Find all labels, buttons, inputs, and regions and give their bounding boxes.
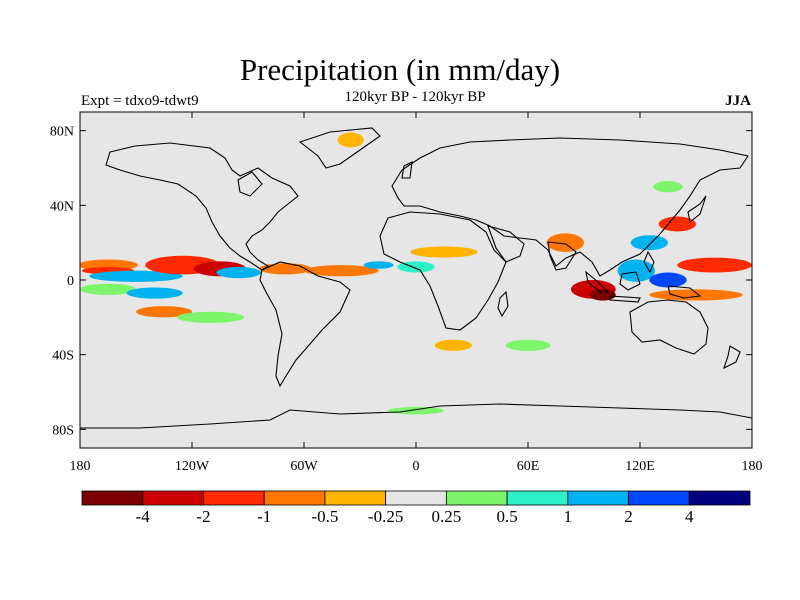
coastline-north-america: [105, 142, 299, 271]
coastline-africa: [379, 211, 507, 331]
lon-tick-label: 180: [70, 459, 91, 474]
colorbar-label: -2: [196, 507, 210, 526]
anomaly-patch: [80, 283, 136, 295]
map-title: Precipitation (in mm/day): [239, 52, 561, 87]
anomaly-patch: [589, 289, 616, 301]
lat-tick-label: 0: [67, 274, 74, 289]
coastline-philippines: [643, 250, 655, 274]
coastline-greenland: [298, 127, 381, 169]
coastline-australia: [629, 299, 709, 355]
lat-tick-label: 80N: [50, 125, 74, 140]
colorbar-swatch: [324, 490, 387, 506]
anomaly-patch: [177, 311, 245, 323]
coastline-new-zealand: [723, 345, 741, 370]
colorbar-label: 0.5: [496, 507, 517, 526]
coastline-madagascar: [497, 290, 509, 318]
coastline-britain: [401, 161, 413, 179]
lat-tick-label: 40N: [50, 199, 74, 214]
coastline-antarctica: [80, 403, 752, 429]
colorbar-swatch: [628, 490, 690, 506]
colorbar-swatch: [385, 490, 447, 506]
anomaly-patch: [126, 287, 183, 299]
anomaly-patch: [505, 339, 551, 351]
anomaly-patch: [546, 233, 584, 253]
lat-tick-label: 80S: [52, 423, 74, 438]
colorbar-label: -0.25: [368, 507, 403, 526]
anomaly-patch: [337, 132, 364, 148]
coastline-java: [609, 295, 641, 303]
colorbar-swatch: [203, 490, 265, 506]
coastline-arabia: [487, 225, 525, 263]
coastline-borneo: [619, 271, 641, 291]
anomaly-patch: [363, 261, 394, 269]
colorbar-label: 0.25: [431, 507, 461, 526]
coastline-eurasia: [391, 137, 749, 277]
anomaly-patch: [677, 257, 752, 273]
colorbar-swatch: [81, 490, 144, 506]
lon-tick-label: 120W: [175, 459, 210, 474]
colorbar-swatch: [506, 490, 569, 506]
colorbar-swatch: [567, 490, 629, 506]
experiment-label: Expt = tdxo9-tdwt9: [81, 93, 199, 109]
colorbar-swatch: [445, 490, 508, 506]
lat-tick-label: 40S: [52, 349, 74, 364]
colorbar-label: -1: [257, 507, 271, 526]
coastline-new-guinea: [667, 285, 702, 299]
coastline-india: [547, 241, 577, 271]
anomaly-patch: [216, 266, 262, 279]
anomaly-patch: [388, 406, 444, 415]
anomaly-patch: [304, 265, 379, 277]
anomaly-layer: [80, 132, 752, 415]
axis-ticks: 80N 40N 0 40S 80S 180 120W 60W 0 60E 120E 180: [50, 112, 763, 474]
anomaly-patch: [410, 246, 478, 258]
anomaly-patch: [630, 235, 668, 251]
coastlines: [80, 127, 752, 429]
colorbar-label: 4: [685, 507, 694, 526]
colorbar-label: -0.5: [311, 507, 338, 526]
lon-tick-label: 180: [742, 459, 763, 474]
colorbar: -4 -2 -1 -0.5 -0.25 0.25 0.5 1 2 4: [81, 490, 751, 526]
colorbar-swatch: [263, 490, 326, 506]
coastline-japan: [687, 195, 707, 223]
colorbar-label: 1: [564, 507, 573, 526]
season-label: JJA: [725, 93, 751, 109]
anomaly-patch: [89, 270, 183, 282]
lon-tick-label: 0: [413, 459, 420, 474]
anomaly-patch: [653, 181, 683, 193]
coastline-sumatra: [585, 270, 610, 293]
anomaly-patch: [649, 272, 687, 288]
colorbar-label: 2: [624, 507, 633, 526]
lon-tick-label: 120E: [625, 459, 655, 474]
coastline-hudson-bay: [237, 171, 263, 197]
anomaly-patch: [658, 216, 696, 232]
colorbar-label: -4: [136, 507, 151, 526]
anomaly-patch: [434, 339, 473, 351]
anomaly-patch: [136, 306, 192, 318]
lon-tick-label: 60W: [290, 459, 318, 474]
coastline-south-america: [259, 261, 351, 388]
map-subtitle: 120kyr BP - 120kyr BP: [344, 89, 486, 105]
colorbar-swatch: [142, 490, 204, 506]
anomaly-patch: [649, 289, 743, 301]
lon-tick-label: 60E: [517, 459, 540, 474]
colorbar-swatch: [688, 490, 751, 506]
